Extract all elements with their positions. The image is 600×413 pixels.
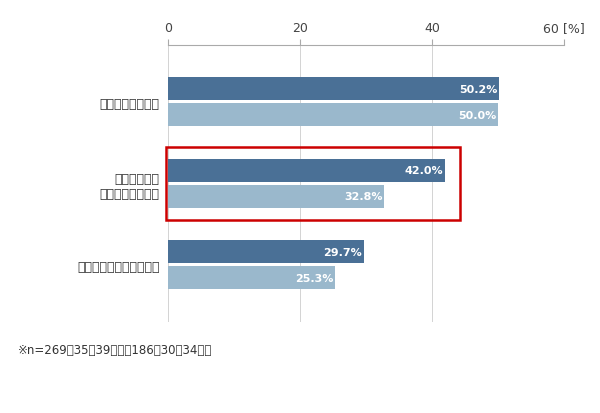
Text: 50.0%: 50.0% (458, 110, 496, 121)
Text: ※n=269（35～39歳）／186（30～34歳）: ※n=269（35～39歳）／186（30～34歳） (18, 343, 212, 356)
Text: 29.7%: 29.7% (323, 247, 362, 257)
Bar (168, 241, 364, 263)
Bar (168, 104, 498, 127)
Bar (166, 147, 460, 221)
Bar (168, 185, 385, 208)
Text: 32.8%: 32.8% (344, 192, 383, 202)
Text: 25.3%: 25.3% (295, 273, 333, 283)
Text: 42.0%: 42.0% (404, 166, 443, 176)
Text: 50.2%: 50.2% (459, 84, 497, 94)
Bar (168, 78, 499, 101)
Bar (168, 267, 335, 290)
Bar (168, 159, 445, 182)
